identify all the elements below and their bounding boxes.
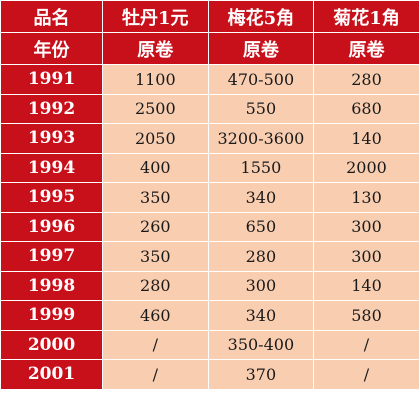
year-cell: 1998 — [0, 270, 103, 301]
chrysanthemum-price-cell: / — [313, 329, 419, 360]
header-chrysanthemum-condition: 原卷 — [313, 32, 419, 65]
header-plum-5-jiao: 梅花5角 — [207, 0, 315, 33]
price-table: 品名 牡丹1元 梅花5角 菊花1角 年份 原卷 原卷 原卷 1991 1100 … — [0, 0, 419, 390]
peony-price-cell: 2500 — [102, 93, 209, 124]
chrysanthemum-price-cell: 300 — [313, 241, 419, 272]
year-cell: 2000 — [0, 329, 103, 360]
year-cell: 1994 — [0, 152, 103, 183]
year-cell: 1991 — [0, 64, 103, 95]
year-cell: 1999 — [0, 300, 103, 331]
table-row: 1993 2050 3200-3600 140 — [0, 123, 419, 154]
chrysanthemum-price-cell: 280 — [313, 64, 419, 95]
plum-price-cell: 280 — [207, 241, 315, 272]
chrysanthemum-price-cell: 140 — [313, 270, 419, 301]
year-cell: 1995 — [0, 182, 103, 213]
plum-price-cell: 350-400 — [207, 329, 315, 360]
plum-price-cell: 550 — [207, 93, 315, 124]
table-body: 1991 1100 470-500 280 1992 2500 550 680 … — [0, 64, 419, 390]
header-chrysanthemum-1-jiao: 菊花1角 — [313, 0, 419, 33]
year-cell: 1997 — [0, 241, 103, 272]
table-header: 品名 牡丹1元 梅花5角 菊花1角 年份 原卷 原卷 原卷 — [0, 0, 419, 65]
header-plum-condition: 原卷 — [207, 32, 315, 65]
chrysanthemum-price-cell: 300 — [313, 211, 419, 242]
plum-price-cell: 1550 — [207, 152, 315, 183]
year-cell: 2001 — [0, 359, 103, 390]
table-row: 1997 350 280 300 — [0, 241, 419, 272]
peony-price-cell: / — [102, 329, 209, 360]
table-row: 1992 2500 550 680 — [0, 93, 419, 124]
peony-price-cell: 280 — [102, 270, 209, 301]
table-row: 2000 / 350-400 / — [0, 329, 419, 360]
year-cell: 1993 — [0, 123, 103, 154]
peony-price-cell: 350 — [102, 241, 209, 272]
table-row: 1996 260 650 300 — [0, 211, 419, 242]
peony-price-cell: 260 — [102, 211, 209, 242]
chrysanthemum-price-cell: 580 — [313, 300, 419, 331]
header-peony-condition: 原卷 — [102, 32, 209, 65]
peony-price-cell: 350 — [102, 182, 209, 213]
plum-price-cell: 3200-3600 — [207, 123, 315, 154]
table-row: 1998 280 300 140 — [0, 270, 419, 301]
header-row-year: 年份 原卷 原卷 原卷 — [0, 32, 419, 65]
chrysanthemum-price-cell: 680 — [313, 93, 419, 124]
plum-price-cell: 370 — [207, 359, 315, 390]
year-cell: 1992 — [0, 93, 103, 124]
header-peony-1-yuan: 牡丹1元 — [102, 0, 209, 33]
year-cell: 1996 — [0, 211, 103, 242]
peony-price-cell: / — [102, 359, 209, 390]
table-row: 2001 / 370 / — [0, 359, 419, 390]
table-row: 1995 350 340 130 — [0, 182, 419, 213]
chrysanthemum-price-cell: 140 — [313, 123, 419, 154]
plum-price-cell: 470-500 — [207, 64, 315, 95]
peony-price-cell: 460 — [102, 300, 209, 331]
table-row: 1999 460 340 580 — [0, 300, 419, 331]
header-product-label: 品名 — [0, 0, 103, 33]
header-row-product: 品名 牡丹1元 梅花5角 菊花1角 — [0, 0, 419, 33]
chrysanthemum-price-cell: 130 — [313, 182, 419, 213]
plum-price-cell: 650 — [207, 211, 315, 242]
table-row: 1994 400 1550 2000 — [0, 152, 419, 183]
table-row: 1991 1100 470-500 280 — [0, 64, 419, 95]
peony-price-cell: 400 — [102, 152, 209, 183]
chrysanthemum-price-cell: 2000 — [313, 152, 419, 183]
chrysanthemum-price-cell: / — [313, 359, 419, 390]
plum-price-cell: 340 — [207, 182, 315, 213]
peony-price-cell: 2050 — [102, 123, 209, 154]
header-year-label: 年份 — [0, 32, 103, 65]
peony-price-cell: 1100 — [102, 64, 209, 95]
plum-price-cell: 300 — [207, 270, 315, 301]
plum-price-cell: 340 — [207, 300, 315, 331]
